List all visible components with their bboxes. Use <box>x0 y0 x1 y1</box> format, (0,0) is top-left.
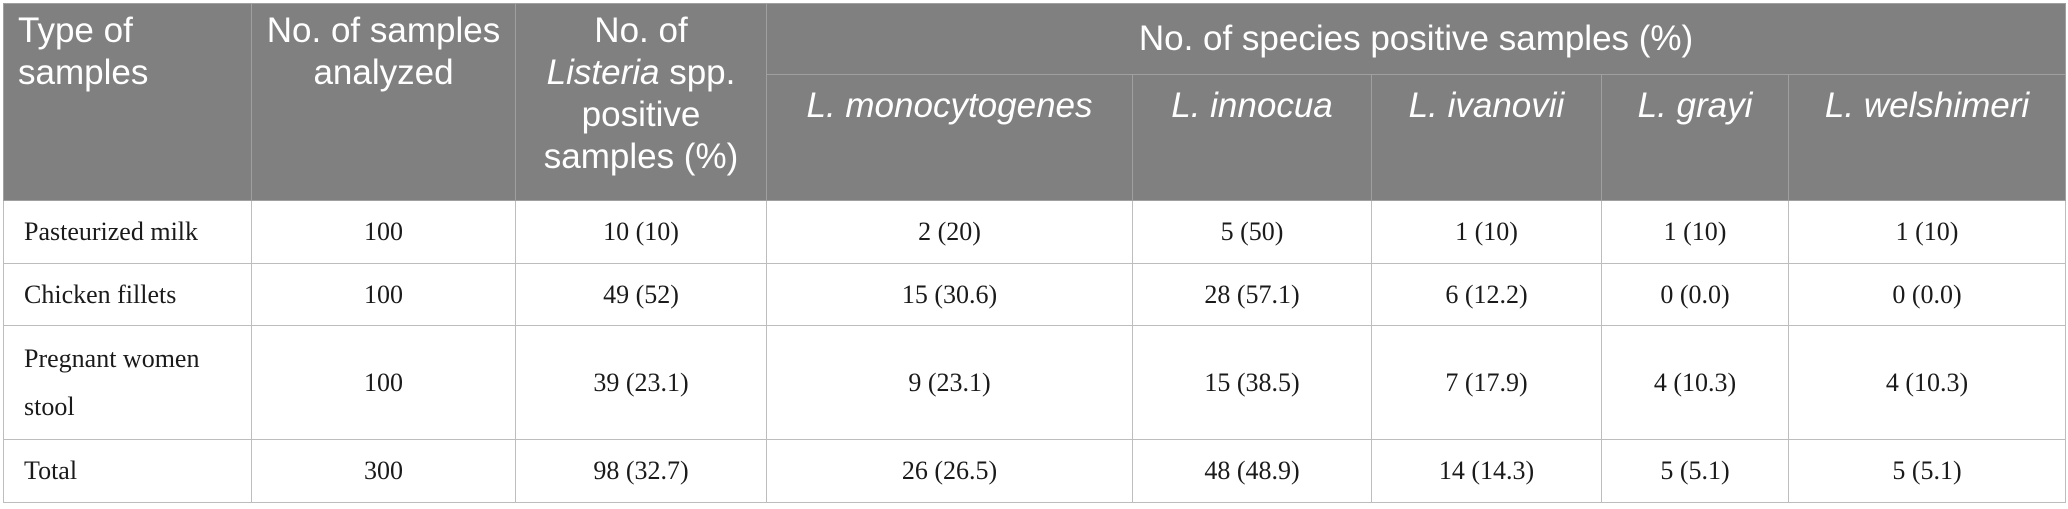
header-listeria-genus: Listeria <box>546 53 660 92</box>
cell-ivanovii: 6 (12.2) <box>1371 262 1602 327</box>
header-l-ivanovii: L. ivanovii <box>1371 74 1602 201</box>
cell-innocua: 15 (38.5) <box>1132 325 1372 441</box>
header-listeria-positive-post: spp. positive samples (%) <box>543 53 739 176</box>
header-l-innocua: L. innocua <box>1132 74 1372 201</box>
cell-welshimeri: 1 (10) <box>1787 200 2067 264</box>
cell-grayi: 0 (0.0) <box>1601 262 1789 327</box>
listeria-species-table: Type of samples No. of samples analyzed … <box>3 3 2067 503</box>
cell-grayi: 1 (10) <box>1601 200 1789 264</box>
cell-mono: 9 (23.1) <box>766 325 1133 441</box>
cell-sample-type: Pasteurized milk <box>3 200 252 264</box>
header-species-group: No. of species positive samples (%) <box>765 3 2067 75</box>
cell-mono: 15 (30.6) <box>766 262 1133 327</box>
cell-listeria: 39 (23.1) <box>515 325 767 441</box>
cell-innocua: 28 (57.1) <box>1132 262 1372 327</box>
cell-grayi: 4 (10.3) <box>1601 325 1789 441</box>
cell-innocua: 48 (48.9) <box>1132 439 1372 503</box>
cell-listeria: 98 (32.7) <box>515 439 767 503</box>
table-row: Total 300 98 (32.7) 26 (26.5) 48 (48.9) … <box>3 439 2067 503</box>
header-type-of-samples: Type of samples <box>3 3 252 201</box>
cell-ivanovii: 1 (10) <box>1371 200 1602 264</box>
table-row: Pasteurized milk 100 10 (10) 2 (20) 5 (5… <box>3 200 2067 264</box>
cell-mono: 26 (26.5) <box>766 439 1133 503</box>
cell-listeria: 10 (10) <box>515 200 767 264</box>
table-row: Pregnant women stool 100 39 (23.1) 9 (23… <box>3 325 2067 441</box>
cell-grayi: 5 (5.1) <box>1601 439 1789 503</box>
header-l-welshimeri: L. welshimeri <box>1787 74 2067 201</box>
header-l-grayi: L. grayi <box>1601 74 1789 201</box>
cell-mono: 2 (20) <box>766 200 1133 264</box>
cell-analyzed: 300 <box>251 439 516 503</box>
cell-innocua: 5 (50) <box>1132 200 1372 264</box>
header-l-monocytogenes: L. monocytogenes <box>766 74 1133 201</box>
cell-ivanovii: 7 (17.9) <box>1371 325 1602 441</box>
cell-analyzed: 100 <box>251 200 516 264</box>
cell-sample-type: Total <box>3 439 252 503</box>
cell-welshimeri: 4 (10.3) <box>1787 325 2067 441</box>
cell-welshimeri: 5 (5.1) <box>1787 439 2067 503</box>
cell-listeria: 49 (52) <box>515 262 767 327</box>
table-row: Chicken fillets 100 49 (52) 15 (30.6) 28… <box>3 262 2067 327</box>
header-listeria-positive: No. of Listeria spp. positive samples (%… <box>515 3 767 201</box>
cell-sample-type: Pregnant women stool <box>3 325 252 441</box>
cell-sample-type: Chicken fillets <box>3 262 252 327</box>
header-samples-analyzed: No. of samples analyzed <box>251 3 516 201</box>
cell-analyzed: 100 <box>251 325 516 441</box>
cell-welshimeri: 0 (0.0) <box>1787 262 2067 327</box>
cell-analyzed: 100 <box>251 262 516 327</box>
header-listeria-positive-pre: No. of <box>594 11 688 50</box>
cell-ivanovii: 14 (14.3) <box>1371 439 1602 503</box>
